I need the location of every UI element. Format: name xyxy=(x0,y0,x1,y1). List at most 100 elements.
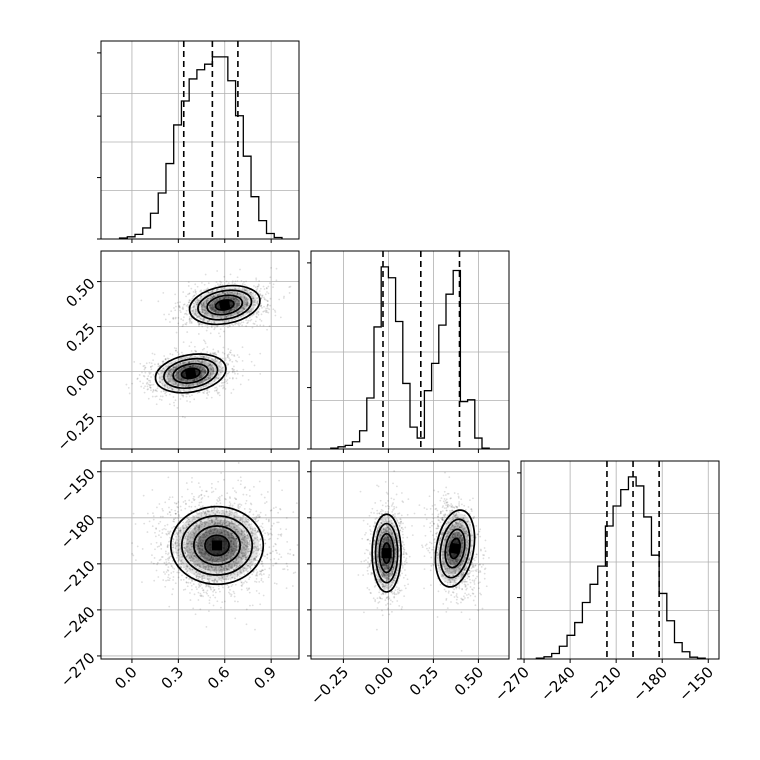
sample-point xyxy=(210,482,213,485)
sample-point xyxy=(245,520,248,523)
sample-point xyxy=(231,527,234,530)
joint-content xyxy=(125,266,292,419)
sample-point xyxy=(238,304,240,307)
sample-point xyxy=(268,567,271,570)
sample-point xyxy=(179,369,182,372)
sample-point xyxy=(216,530,219,532)
sample-point xyxy=(230,522,232,525)
sample-point xyxy=(166,545,169,548)
sample-point xyxy=(191,306,194,309)
sample-point xyxy=(230,545,233,548)
sample-point xyxy=(249,562,251,565)
sample-point xyxy=(264,542,267,545)
sample-point xyxy=(210,325,213,328)
sample-point xyxy=(224,359,227,361)
sample-point xyxy=(224,316,227,319)
sample-point xyxy=(259,305,262,308)
sample-point xyxy=(204,551,207,554)
sample-point xyxy=(220,565,223,568)
sample-point xyxy=(189,365,192,368)
sample-point xyxy=(200,303,203,305)
sample-point xyxy=(229,566,232,569)
sample-point xyxy=(192,607,195,610)
sample-point xyxy=(204,372,207,374)
sample-point xyxy=(206,392,208,395)
sample-point xyxy=(179,309,181,312)
sample-point xyxy=(214,309,216,312)
sample-point xyxy=(179,369,181,372)
sample-point xyxy=(199,486,201,488)
sample-point xyxy=(236,564,238,567)
sample-point xyxy=(234,318,236,320)
sample-point xyxy=(188,292,191,295)
sample-point xyxy=(201,319,204,322)
sample-point xyxy=(223,352,226,355)
sample-point xyxy=(258,514,261,516)
sample-point xyxy=(213,523,216,526)
sample-point xyxy=(176,510,179,513)
sample-point xyxy=(246,534,249,537)
sample-point xyxy=(172,520,175,523)
sample-point xyxy=(246,298,249,301)
sample-point xyxy=(194,308,197,311)
sample-point xyxy=(249,569,252,571)
sample-point xyxy=(202,375,204,378)
sample-point xyxy=(243,573,246,576)
sample-point xyxy=(227,536,230,538)
sample-point xyxy=(187,542,190,545)
sample-point xyxy=(195,316,198,319)
sample-point xyxy=(233,368,236,371)
sample-point xyxy=(166,374,169,376)
sample-point xyxy=(195,524,197,527)
sample-point xyxy=(177,517,180,519)
sample-point xyxy=(241,518,244,520)
sample-point xyxy=(210,565,213,567)
sample-point xyxy=(207,553,210,556)
sample-point xyxy=(265,307,268,310)
sample-point xyxy=(226,575,229,578)
sample-point xyxy=(215,568,218,571)
sample-point xyxy=(212,512,215,514)
sample-point xyxy=(195,541,198,544)
sample-point xyxy=(203,379,206,382)
sample-point xyxy=(192,305,195,308)
sample-point xyxy=(199,297,202,300)
sample-point xyxy=(218,533,220,535)
sample-point xyxy=(193,294,195,297)
sample-point xyxy=(205,288,208,291)
sample-point xyxy=(248,536,251,538)
sample-point xyxy=(169,375,172,378)
sample-point xyxy=(170,375,173,377)
sample-point xyxy=(191,540,194,543)
sample-point xyxy=(274,542,277,545)
sample-point xyxy=(201,523,204,526)
sample-point xyxy=(224,514,226,517)
sample-point xyxy=(203,356,205,358)
sample-point xyxy=(180,563,183,566)
sample-point xyxy=(247,298,250,301)
sample-point xyxy=(189,355,192,357)
sample-point xyxy=(183,366,185,368)
sample-point xyxy=(249,567,252,570)
sample-point xyxy=(189,559,192,562)
sample-point xyxy=(201,545,204,548)
sample-point xyxy=(195,543,197,546)
sample-point xyxy=(182,543,185,546)
sample-point xyxy=(197,577,200,580)
sample-point xyxy=(243,300,246,302)
sample-point xyxy=(176,506,179,508)
sample-point xyxy=(230,510,233,512)
sample-point xyxy=(172,316,175,319)
sample-point xyxy=(261,306,263,309)
contour-line xyxy=(188,284,261,326)
sample-point xyxy=(178,519,180,522)
sample-point xyxy=(176,527,179,530)
sample-point xyxy=(218,499,221,502)
sample-point xyxy=(154,531,156,534)
sample-point xyxy=(256,285,259,288)
sample-point xyxy=(219,590,221,593)
sample-point xyxy=(225,295,227,298)
sample-point xyxy=(157,522,160,525)
sample-point xyxy=(177,548,180,551)
sample-point xyxy=(261,562,264,565)
